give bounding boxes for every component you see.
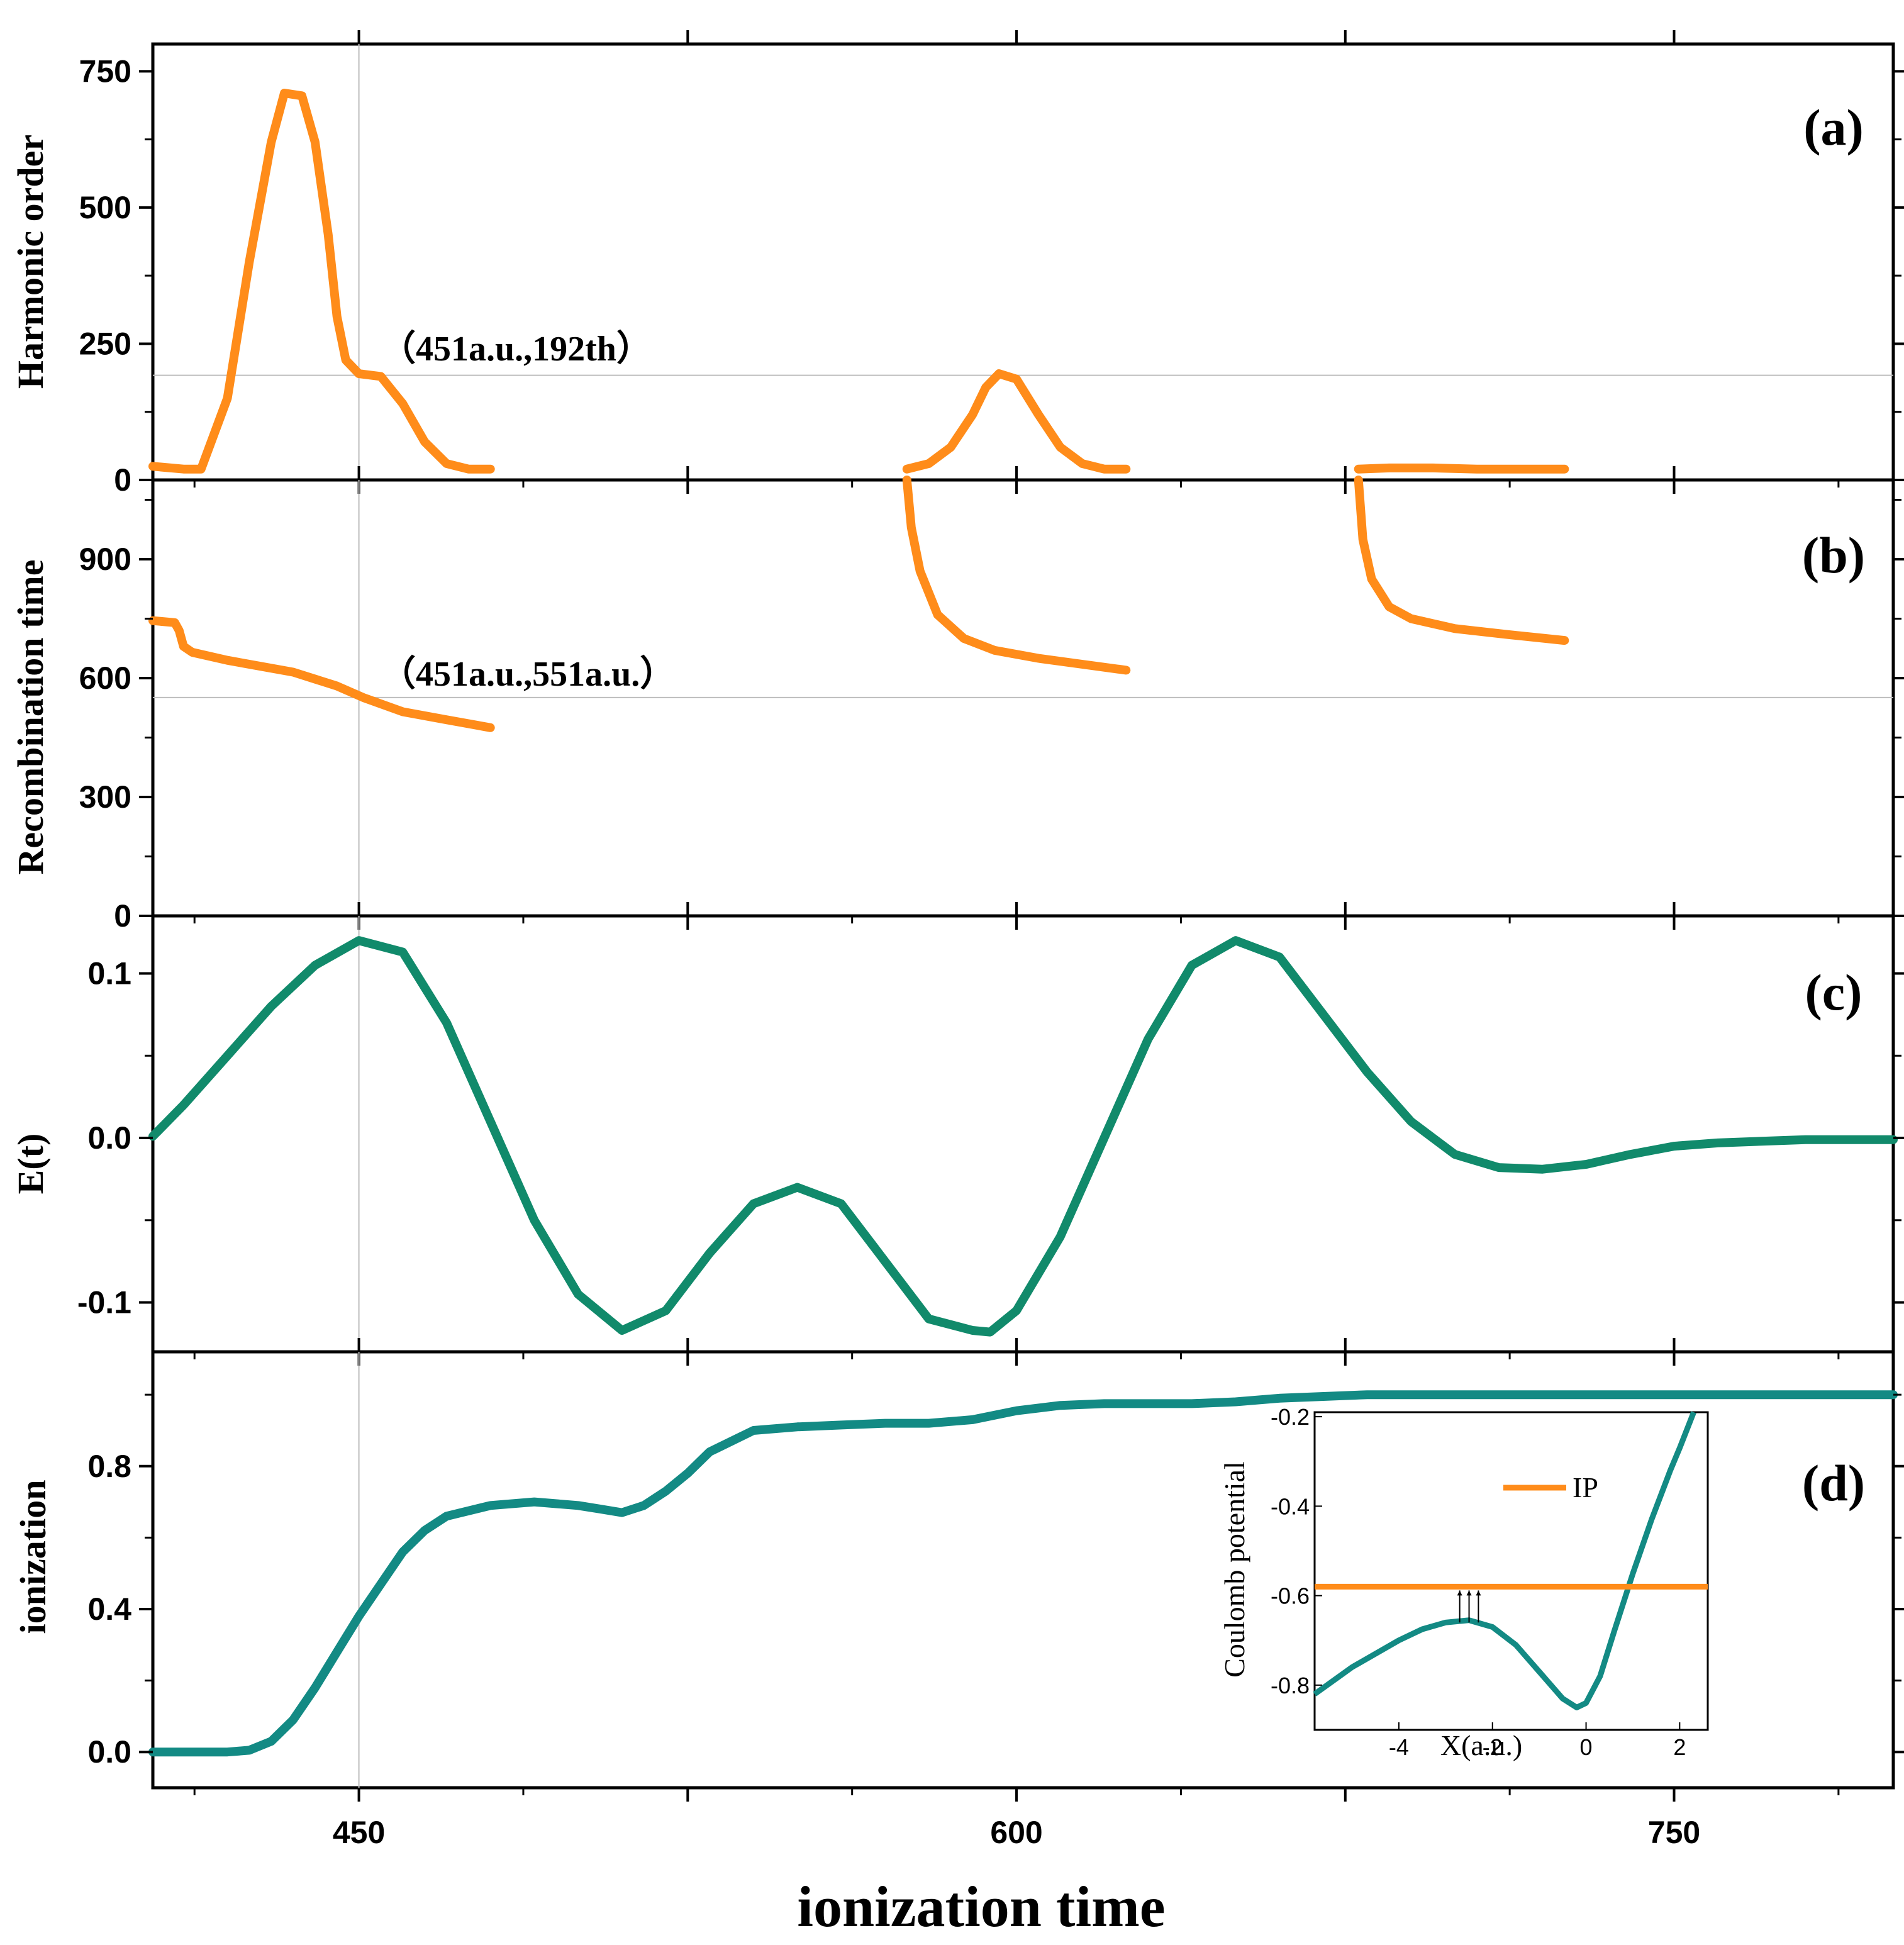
panel-c-ylabel: E(t) — [10, 1134, 51, 1195]
panel-a-y-ticks: 0 250 500 750 — [79, 30, 1904, 498]
x-axis-ticks: 450 600 750 — [333, 1815, 1700, 1850]
tunneling-arrowhead — [1457, 1590, 1462, 1596]
panel-b-ylabel: Recombination time — [10, 560, 51, 875]
panel-a: 0 250 500 750 Harmonic order (a) （451a.u.,1… — [10, 30, 1904, 498]
y-tick-label: 500 — [79, 190, 131, 225]
y-tick-label: -0.1 — [77, 1285, 131, 1320]
y-tick-label: 0.4 — [87, 1591, 131, 1627]
inset-x-tick-label: 2 — [1673, 1734, 1686, 1760]
inset-ticks: -4 -2 0 2 -0.8 -0.6 -0.4 -0.2 — [1271, 1404, 1686, 1760]
panel-a-label: (a) — [1803, 99, 1864, 156]
y-tick-label: 0.1 — [87, 956, 131, 991]
y-tick-label: 600 — [79, 660, 131, 696]
panel-b-annotation: （451a.u.,551a.u.） — [381, 654, 675, 694]
panel-c-frame — [151, 914, 1895, 1354]
inset-x-tick-label: -2 — [1483, 1734, 1503, 1760]
inset-y-tick-label: -0.6 — [1271, 1583, 1310, 1609]
inset-xlabel: X(a.u.) — [1440, 1729, 1522, 1761]
series-line — [1354, 476, 1569, 645]
series-line — [902, 476, 1131, 675]
panel-a-plot-area — [148, 44, 1893, 480]
inset-x-tick-label: 0 — [1580, 1734, 1593, 1760]
inset-ylabel: Coulomb potential — [1218, 1461, 1250, 1678]
y-tick-label: 750 — [79, 53, 131, 89]
y-tick-label: 250 — [79, 326, 131, 361]
x-axis-title: ionization time — [797, 1875, 1165, 1939]
panel-d: 0.0 0.4 0.8 ionization (d) — [13, 1338, 1904, 1802]
tunneling-arrowhead — [1476, 1590, 1481, 1596]
y-tick-label: 0.8 — [87, 1449, 131, 1484]
panel-d-plot-area — [148, 1352, 1898, 1788]
y-tick-label: 0.0 — [87, 1734, 131, 1769]
y-tick-label: 300 — [79, 779, 131, 815]
inset-series-line — [1313, 1411, 1696, 1710]
series-line — [1354, 463, 1569, 474]
inset-plot-area — [1313, 1411, 1708, 1710]
y-tick-label: 0 — [114, 898, 131, 933]
x-tick-label: 600 — [990, 1815, 1042, 1850]
panel-a-annotation: （451a.u.,192th） — [381, 329, 652, 369]
panel-d-y-ticks: 0.0 0.4 0.8 — [87, 1338, 1904, 1802]
x-tick-label: 450 — [333, 1815, 385, 1850]
y-tick-label: 0 — [114, 462, 131, 498]
panel-d-frame — [151, 1350, 1895, 1790]
panel-a-ylabel: Harmonic order — [10, 135, 51, 389]
panel-d-ylabel: ionization — [13, 1480, 53, 1634]
frames — [151, 42, 1895, 1790]
y-tick-label: 0.0 — [87, 1120, 131, 1156]
inset: -4 -2 0 2 -0.8 -0.6 -0.4 -0.2 X(a.u.) Coulomb p… — [1218, 1404, 1709, 1761]
inset-frame — [1313, 1411, 1709, 1731]
panel-b-y-ticks: 0 300 600 900 — [79, 466, 1904, 933]
panel-b: 0 300 600 900 Recombination time (b) （451a.… — [10, 466, 1904, 933]
series-line — [148, 616, 495, 732]
panel-c-plot-area — [148, 916, 1898, 1352]
panel-d-label: (d) — [1802, 1454, 1865, 1512]
inset-y-tick-label: -0.2 — [1271, 1404, 1310, 1430]
inset-y-tick-label: -0.8 — [1271, 1673, 1310, 1698]
panel-c: -0.1 0.0 0.1 E(t) (c) — [10, 902, 1904, 1366]
y-tick-label: 900 — [79, 542, 131, 577]
inset-x-tick-label: -4 — [1389, 1734, 1409, 1760]
inset-y-tick-label: -0.4 — [1271, 1493, 1310, 1519]
panel-c-label: (c) — [1805, 964, 1862, 1021]
inset-legend-label: IP — [1573, 1471, 1598, 1503]
tunneling-arrowhead — [1466, 1590, 1472, 1596]
panel-b-label: (b) — [1802, 527, 1865, 584]
series-line — [148, 1390, 1898, 1757]
x-tick-label: 750 — [1648, 1815, 1700, 1850]
series-line — [148, 89, 495, 474]
panel-c-y-ticks: -0.1 0.0 0.1 — [77, 902, 1904, 1366]
panel-b-plot-area — [148, 476, 1893, 916]
series-line — [902, 369, 1131, 474]
series-line — [148, 936, 1898, 1337]
